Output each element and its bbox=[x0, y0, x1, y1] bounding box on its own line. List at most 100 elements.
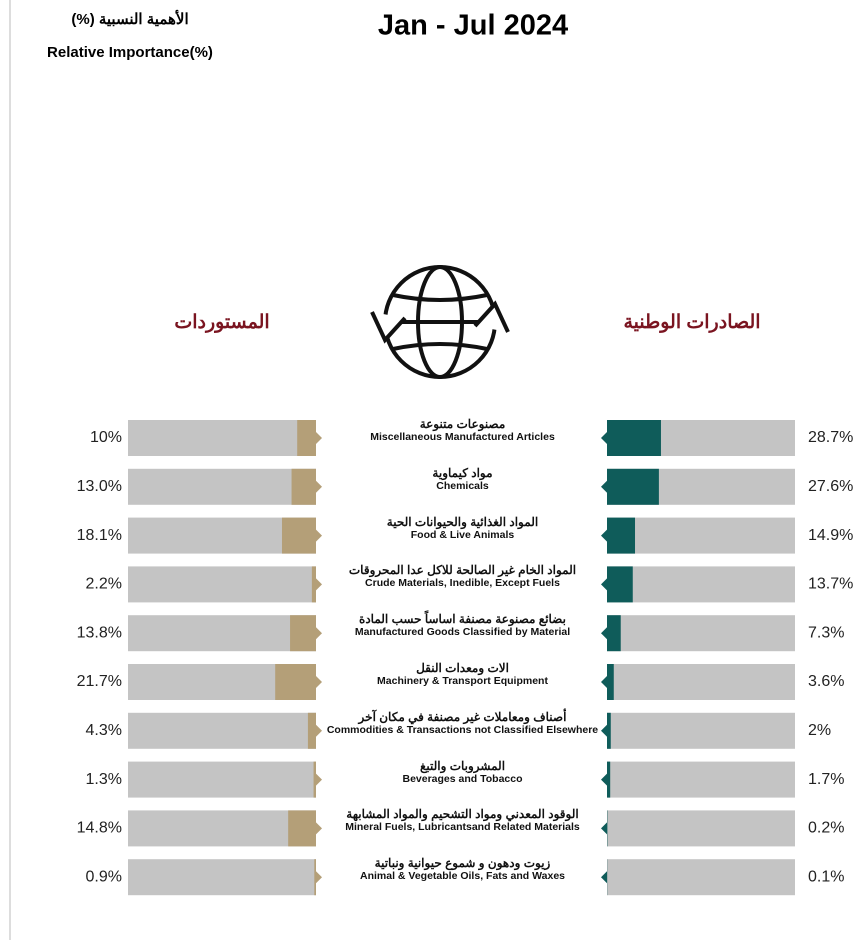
bar-track bbox=[607, 664, 795, 700]
value-label: 13.7% bbox=[808, 576, 853, 593]
value-label: 0.9% bbox=[86, 868, 122, 885]
bar-track bbox=[607, 761, 795, 798]
value-label: 3.6% bbox=[808, 673, 844, 690]
value-label: 4.3% bbox=[86, 722, 122, 739]
value-label: 27.6% bbox=[808, 478, 853, 495]
bar bbox=[607, 517, 636, 554]
value-label: 18.1% bbox=[77, 527, 122, 544]
bar-track bbox=[128, 468, 316, 505]
bar-track bbox=[128, 761, 316, 798]
category-label-en: Animal & Vegetable Oils, Fats and Waxes bbox=[359, 870, 565, 883]
bar-arrow bbox=[316, 676, 322, 688]
category-label: مصنوعات متنوعة Miscellaneous Manufactured… bbox=[322, 418, 603, 444]
value-label: 13.8% bbox=[77, 624, 122, 641]
category-label: المشروبات والتبغ Beverages and Tobacco bbox=[322, 758, 603, 786]
bar-track bbox=[607, 566, 795, 603]
bar-arrow bbox=[316, 578, 322, 591]
category-label: المواد الغذائية والحيوانات الحية Food & L… bbox=[322, 514, 603, 542]
category-label-ar: الوقود المعدني ومواد التشحيم والمواد الم… bbox=[346, 807, 579, 822]
bar-arrow bbox=[601, 480, 607, 493]
category-label: المواد الخام غير الصالحة للاكل عدا المحر… bbox=[322, 564, 603, 590]
bar bbox=[607, 712, 611, 749]
subtitle-ar: الأهمية النسبية (%) bbox=[71, 9, 188, 28]
category-label-ar: أصناف ومعاملات غير مصنفة في مكان آخر bbox=[358, 709, 567, 724]
bar bbox=[275, 664, 316, 700]
bar-track bbox=[607, 615, 795, 652]
value-label: 0.1% bbox=[808, 868, 844, 885]
bar-arrow bbox=[316, 432, 322, 444]
category-label-en: Commodities & Transactions not Classifie… bbox=[326, 723, 599, 736]
category-label: مواد كيماوية Chemicals bbox=[322, 465, 603, 493]
bar-arrow bbox=[316, 627, 322, 640]
bar-arrow bbox=[601, 578, 607, 591]
category-label-en: Crude Materials, Inedible, Except Fuels bbox=[365, 577, 560, 590]
bar-track bbox=[128, 566, 316, 603]
category-label-en: Chemicals bbox=[436, 479, 489, 492]
bar-track bbox=[607, 712, 795, 749]
category-label-ar: زيوت ودهون و شموع حيوانية ونباتية bbox=[374, 856, 551, 871]
bar bbox=[288, 810, 316, 847]
bar-arrow bbox=[601, 676, 607, 688]
value-label: 2% bbox=[808, 722, 831, 739]
category-label-en: Food & Live Animals bbox=[410, 528, 515, 541]
bar-track bbox=[607, 810, 795, 847]
bar bbox=[290, 615, 316, 652]
category-label: أصناف ومعاملات غير مصنفة في مكان آخر Comm… bbox=[322, 709, 603, 737]
category-label-ar: مصنوعات متنوعة bbox=[419, 417, 506, 431]
bar-arrow bbox=[316, 822, 322, 835]
bar bbox=[281, 517, 316, 554]
bar-arrow bbox=[601, 871, 607, 884]
bar-arrow bbox=[316, 871, 322, 884]
category-label-ar: بضائع مصنوعة مصنفة اساساً حسب المادة bbox=[359, 612, 566, 627]
category-label-ar: المواد الغذائية والحيوانات الحية bbox=[386, 514, 539, 529]
bar bbox=[307, 712, 316, 749]
category-label-ar: المشروبات والتبغ bbox=[419, 758, 506, 773]
bar-arrow bbox=[601, 529, 607, 542]
series-name: المستوردات bbox=[174, 312, 269, 333]
value-label: 0.2% bbox=[808, 820, 844, 837]
bar bbox=[313, 761, 316, 798]
bar-arrow bbox=[601, 822, 607, 835]
value-label: 28.7% bbox=[808, 429, 853, 446]
bar bbox=[607, 566, 633, 603]
value-label: 13.0% bbox=[77, 478, 122, 495]
bar bbox=[607, 761, 611, 798]
category-label: الات ومعدات النقل Machinery & Transport E… bbox=[322, 662, 603, 688]
category-label-ar: مواد كيماوية bbox=[432, 465, 493, 480]
subtitle: Relative Importance(%) bbox=[47, 44, 213, 61]
bar-arrow bbox=[601, 432, 607, 444]
bar bbox=[607, 468, 659, 505]
category-label-en: Manufactured Goods Classified by Materia… bbox=[354, 626, 571, 639]
bar bbox=[291, 468, 316, 505]
value-label: 7.3% bbox=[808, 624, 844, 641]
category-label: الوقود المعدني ومواد التشحيم والمواد الم… bbox=[322, 808, 603, 834]
value-label: 10% bbox=[90, 429, 122, 446]
bar bbox=[607, 420, 661, 456]
value-label: 14.8% bbox=[77, 820, 122, 837]
bar-arrow bbox=[601, 627, 607, 640]
series-name: الصادرات الوطنية bbox=[623, 312, 760, 333]
category-label-en: Machinery & Transport Equipment bbox=[377, 675, 548, 687]
category-label-ar: المواد الخام غير الصالحة للاكل عدا المحر… bbox=[348, 563, 577, 578]
bar-track bbox=[128, 859, 316, 896]
category-label-en: Mineral Fuels, Lubricantsand Related Mat… bbox=[345, 821, 580, 834]
bar-track bbox=[607, 517, 795, 554]
globe-icon bbox=[370, 265, 510, 379]
category-label: بضائع مصنوعة مصنفة اساساً حسب المادة Manu… bbox=[322, 613, 603, 639]
value-label: 2.2% bbox=[86, 576, 122, 593]
category-label: زيوت ودهون و شموع حيوانية ونباتية Animal … bbox=[322, 857, 603, 883]
bar-track bbox=[607, 859, 795, 896]
bar bbox=[607, 664, 614, 700]
bar-arrow bbox=[601, 724, 607, 737]
bar bbox=[311, 566, 316, 603]
bar-arrow bbox=[316, 773, 322, 786]
bar-arrow bbox=[316, 480, 322, 493]
bar bbox=[314, 859, 316, 896]
value-label: 1.3% bbox=[86, 771, 122, 788]
bar bbox=[297, 420, 316, 456]
bar-track bbox=[128, 712, 316, 749]
category-label-ar: الات ومعدات النقل bbox=[416, 661, 509, 675]
category-label-en: Beverages and Tobacco bbox=[402, 772, 523, 785]
